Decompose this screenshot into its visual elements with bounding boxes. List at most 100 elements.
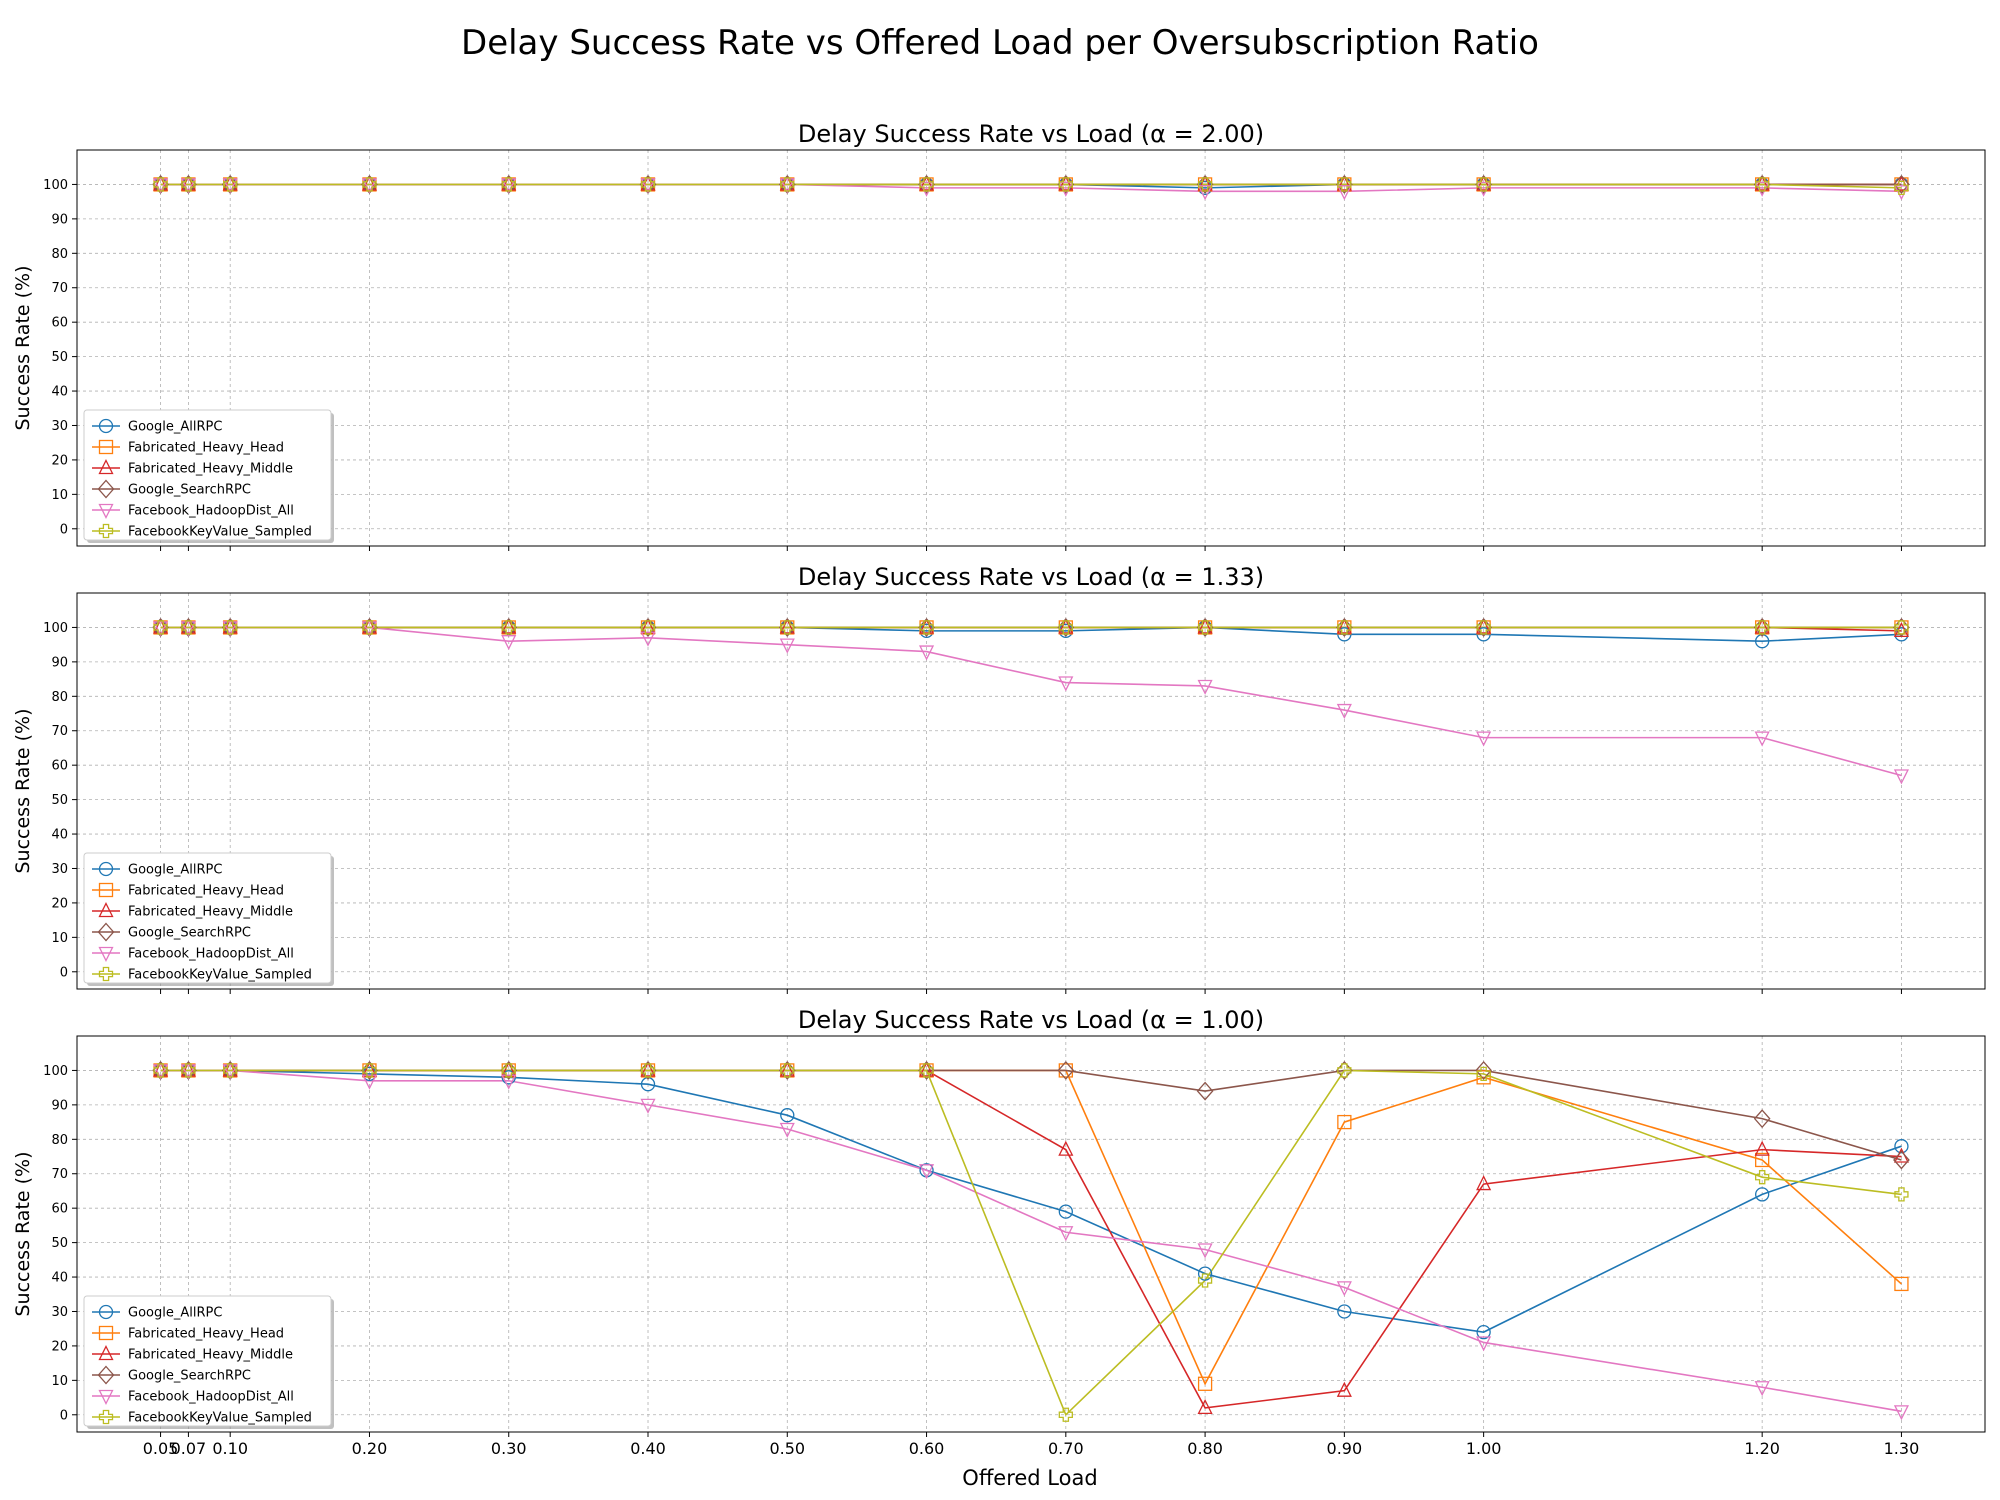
legend-box xyxy=(83,1295,332,1427)
data-point xyxy=(1476,1324,1491,1340)
data-point xyxy=(918,618,935,634)
data-point xyxy=(1893,769,1909,785)
data-point xyxy=(919,620,934,635)
y-axis-label: Success Rate (%) xyxy=(12,265,34,430)
legend-marker xyxy=(98,861,114,877)
x-tick-label: 1.30 xyxy=(1884,1439,1920,1458)
legend-entry: Fabricated_Heavy_Head xyxy=(92,882,284,899)
data-point xyxy=(918,1061,935,1077)
legend-label: FacebookKeyValue_Sampled xyxy=(128,968,312,983)
series-markers xyxy=(153,1063,1909,1391)
subplots: Delay Success Rate vs Load (α = 2.00) Suc… xyxy=(12,120,1986,1458)
x-tick-label: 0.30 xyxy=(491,1439,527,1458)
legend-entry: Fabricated_Heavy_Middle xyxy=(92,1345,293,1363)
y-tick-label: 100 xyxy=(43,178,68,193)
legend-label: Facebook_HadoopDist_All xyxy=(128,947,294,962)
series-line xyxy=(160,1069,1902,1409)
data-point xyxy=(779,175,795,191)
data-point xyxy=(1893,1405,1909,1421)
y-tick-label: 50 xyxy=(51,1236,68,1251)
legend-marker xyxy=(98,1304,114,1320)
data-point xyxy=(153,618,169,634)
legend-entry: Google_AllRPC xyxy=(92,1304,222,1321)
y-axis-label: Success Rate (%) xyxy=(12,1151,34,1316)
series-line xyxy=(160,626,1902,643)
series-group xyxy=(152,617,1910,785)
data-point xyxy=(180,1064,196,1080)
y-tick-label: 90 xyxy=(51,655,68,670)
legend-entry: Google_SearchRPC xyxy=(92,922,251,942)
series-line xyxy=(160,183,1902,189)
data-point xyxy=(1197,175,1213,191)
y-axis: 0 10 20 30 40 50 60 70 80 90 100 xyxy=(43,178,77,537)
data-point xyxy=(640,1098,656,1114)
legend-entry: Google_AllRPC xyxy=(92,418,222,435)
data-point xyxy=(180,621,196,637)
y-tick-label: 60 xyxy=(51,759,68,774)
data-point xyxy=(180,1061,196,1077)
legend-label: Google_SearchRPC xyxy=(128,483,251,498)
series-group xyxy=(152,1060,1910,1422)
data-point xyxy=(640,1077,656,1092)
data-point xyxy=(1476,177,1491,192)
data-point xyxy=(153,178,169,194)
data-point xyxy=(1754,618,1770,634)
data-point xyxy=(640,175,656,191)
data-point xyxy=(1337,1304,1352,1319)
data-point xyxy=(222,618,238,634)
series-group xyxy=(152,174,1910,201)
grid xyxy=(77,150,1985,546)
data-point xyxy=(153,621,169,637)
data-point xyxy=(361,175,378,191)
y-tick-label: 30 xyxy=(51,419,68,434)
x-tick-label: 1.00 xyxy=(1466,1439,1502,1458)
data-point xyxy=(640,1061,656,1077)
series-line xyxy=(160,1069,1902,1417)
subplot-title: Delay Success Rate vs Load (α = 2.00) xyxy=(798,120,1264,148)
series-markers xyxy=(153,620,1909,635)
legend-label: Google_SearchRPC xyxy=(128,926,251,941)
data-point xyxy=(1197,618,1213,634)
legend-label: FacebookKeyValue_Sampled xyxy=(128,525,312,540)
legend-entry: FacebookKeyValue_Sampled xyxy=(92,966,312,983)
y-tick-label: 50 xyxy=(51,793,68,808)
legend-entry: FacebookKeyValue_Sampled xyxy=(92,523,312,540)
legend-entry: Facebook_HadoopDist_All xyxy=(92,947,294,962)
data-point xyxy=(1754,175,1770,191)
series-line xyxy=(160,183,1902,193)
data-point xyxy=(181,1063,196,1078)
series-markers xyxy=(152,1060,1910,1170)
data-point xyxy=(1753,1109,1771,1129)
x-tick-label: 0.07 xyxy=(171,1439,207,1458)
series-markers xyxy=(153,1063,1909,1422)
data-point xyxy=(780,1063,795,1078)
data-point xyxy=(501,620,516,635)
data-point xyxy=(222,621,238,637)
x-tick-label: 0.80 xyxy=(1187,1439,1223,1458)
data-point xyxy=(361,1061,378,1077)
x-tick-label: 0.20 xyxy=(352,1439,388,1458)
data-point xyxy=(1476,1070,1491,1085)
x-axis xyxy=(160,546,1902,551)
data-point xyxy=(501,177,516,192)
legend-marker xyxy=(97,479,115,499)
y-tick-label: 0 xyxy=(60,522,68,537)
data-point xyxy=(222,1061,238,1077)
y-tick-label: 20 xyxy=(51,1339,68,1354)
y-tick-label: 60 xyxy=(51,1202,68,1217)
data-point xyxy=(779,1061,795,1077)
data-point xyxy=(1197,1266,1213,1281)
legend-marker xyxy=(98,966,114,982)
data-point xyxy=(1754,1381,1770,1397)
data-point xyxy=(1058,1226,1074,1242)
data-point xyxy=(1197,679,1213,695)
data-point xyxy=(1197,185,1213,201)
legend-label: Fabricated_Heavy_Head xyxy=(128,1327,284,1342)
legend-label: Google_AllRPC xyxy=(128,863,222,878)
data-point xyxy=(153,1063,168,1078)
data-point xyxy=(222,178,238,194)
data-point xyxy=(1755,1152,1770,1168)
subplot-3: Delay Success Rate vs Load (α = 1.00) Suc… xyxy=(12,1006,1986,1458)
data-point xyxy=(780,177,795,192)
